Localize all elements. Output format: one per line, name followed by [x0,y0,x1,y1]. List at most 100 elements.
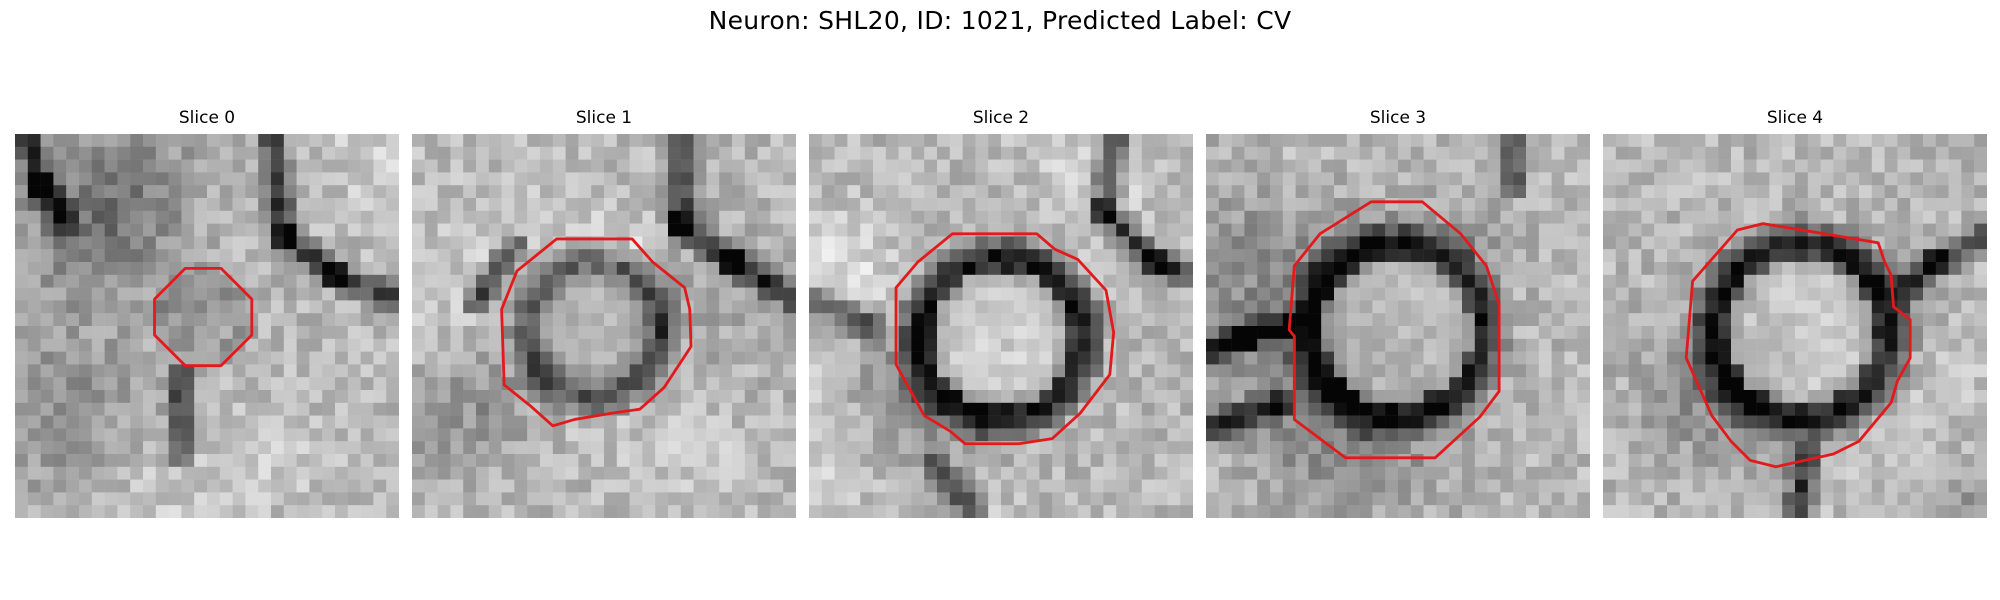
pixel [552,428,566,442]
pixel [15,402,29,416]
pixel [437,479,451,493]
pixel [1013,198,1027,212]
pixel [1474,134,1488,148]
pixel [1141,466,1155,480]
pixel [975,338,989,352]
pixel [847,364,861,378]
pixel [629,146,643,160]
pixel [911,454,925,468]
pixel [1679,185,1693,199]
pixel [1346,262,1360,276]
pixel [1782,313,1796,327]
pixel [1206,479,1220,493]
pixel [104,198,118,212]
slice-image [412,134,796,518]
pixel [1923,364,1937,378]
pixel [335,492,349,506]
pixel [1090,198,1104,212]
pixel [1538,351,1552,365]
pixel [1039,377,1053,391]
pixel [1782,338,1796,352]
pixel [719,326,733,340]
pixel [1308,159,1322,173]
pixel [732,249,746,263]
pixel [1935,441,1949,455]
pixel [1244,338,1258,352]
pixel [271,390,285,404]
pixel [604,364,618,378]
pixel [1423,300,1437,314]
pixel [181,364,195,378]
pixel [1679,198,1693,212]
pixel [450,390,464,404]
pixel [1065,441,1079,455]
pixel [488,134,502,148]
pixel [1718,492,1732,506]
pixel [232,210,246,224]
pixel [1551,326,1565,340]
pixel [616,159,630,173]
pixel [1154,198,1168,212]
pixel [1013,466,1027,480]
pixel [1782,262,1796,276]
pixel [1398,249,1412,263]
pixel [1948,492,1962,506]
pixel [719,300,733,314]
pixel [629,454,643,468]
pixel [847,428,861,442]
pixel [1398,210,1412,224]
pixel [1039,262,1053,276]
pixel [744,185,758,199]
pixel [1039,492,1053,506]
pixel [578,146,592,160]
pixel [271,505,285,518]
pixel [1077,338,1091,352]
pixel [719,159,733,173]
pixel [668,146,682,160]
pixel [130,198,144,212]
pixel [283,172,297,186]
pixel [1321,146,1335,160]
pixel [168,185,182,199]
pixel [1923,326,1937,340]
pixel [706,300,720,314]
pixel [1513,351,1527,365]
pixel [476,377,490,391]
pixel [1462,338,1476,352]
pixel [1436,134,1450,148]
pixel [1756,262,1770,276]
pixel [1897,428,1911,442]
pixel [412,338,426,352]
pixel [604,223,618,237]
pixel [706,236,720,250]
pixel [1129,313,1143,327]
pixel [450,210,464,224]
pixel [1039,441,1053,455]
pixel [565,338,579,352]
pixel [1026,300,1040,314]
pixel [1474,479,1488,493]
pixel [1346,274,1360,288]
pixel [347,198,361,212]
pixel [898,492,912,506]
pixel [1487,441,1501,455]
pixel [1154,274,1168,288]
pixel [1807,338,1821,352]
pixel [527,326,541,340]
pixel [1871,441,1885,455]
pixel [962,159,976,173]
pixel [1871,479,1885,493]
pixel [1013,402,1027,416]
pixel [360,402,374,416]
pixel [937,210,951,224]
pixel [1692,338,1706,352]
pixel [1935,338,1949,352]
pixel [450,185,464,199]
pixel [937,274,951,288]
pixel [1538,236,1552,250]
pixel [1039,223,1053,237]
pixel [527,492,541,506]
pixel [1743,377,1757,391]
pixel [412,415,426,429]
pixel [1308,146,1322,160]
